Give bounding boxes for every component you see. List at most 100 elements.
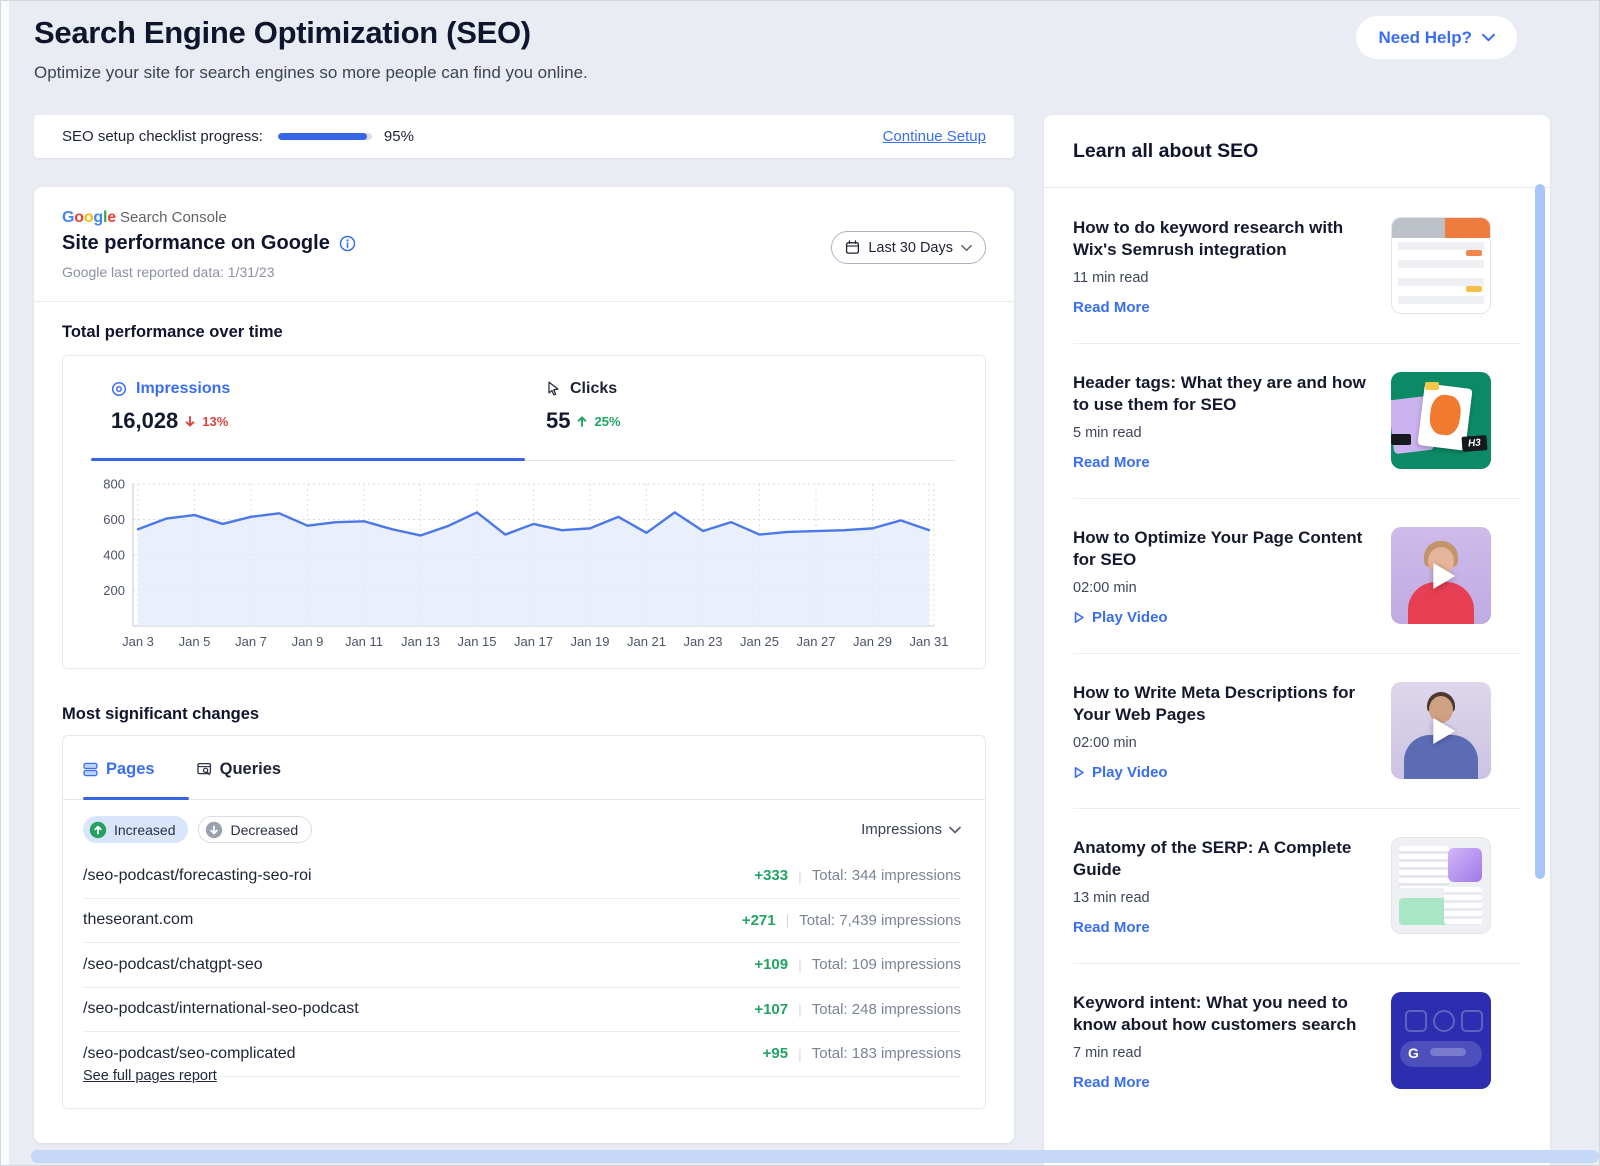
article-title: How to Optimize Your Page Content for SE… — [1073, 528, 1363, 570]
page-subtitle: Optimize your site for search engines so… — [34, 63, 588, 82]
thumbnail-shape — [1461, 1010, 1483, 1032]
metric-sort-dropdown[interactable]: Impressions — [861, 821, 961, 838]
thumbnail-shape — [1405, 1010, 1427, 1032]
article-action-link[interactable]: Play Video — [1073, 609, 1550, 626]
divider: | — [785, 912, 790, 929]
article-thumbnail[interactable]: H3 — [1391, 372, 1491, 469]
window-edge — [1, 1, 9, 1165]
svg-text:Jan 5: Jan 5 — [179, 634, 211, 649]
decrease-icon — [206, 821, 223, 838]
chevron-down-icon — [961, 244, 972, 251]
svg-text:Jan 29: Jan 29 — [853, 634, 892, 649]
svg-text:Jan 27: Jan 27 — [796, 634, 835, 649]
svg-text:Jan 13: Jan 13 — [401, 634, 440, 649]
play-icon — [1074, 612, 1084, 624]
impressions-icon — [111, 381, 127, 397]
svg-text:600: 600 — [103, 512, 125, 527]
table-row[interactable]: /seo-podcast/chatgpt-seo +109 | Total: 1… — [83, 943, 961, 988]
filter-increased[interactable]: Increased — [83, 816, 189, 843]
significant-changes-panel: Pages Queries Increased Decreased — [62, 735, 986, 1109]
date-range-label: Last 30 Days — [868, 239, 953, 256]
article-action-link[interactable]: Read More — [1073, 299, 1150, 317]
need-help-button[interactable]: Need Help? — [1356, 16, 1517, 59]
sidebar-scrollbar-thumb[interactable] — [1535, 184, 1545, 879]
article-thumbnail[interactable] — [1391, 527, 1491, 624]
article-thumbnail[interactable] — [1391, 682, 1491, 779]
svg-text:Jan 15: Jan 15 — [457, 634, 496, 649]
thumbnail-shape — [1399, 898, 1449, 925]
article-title: How to Write Meta Descriptions for Your … — [1073, 683, 1356, 725]
article-thumbnail[interactable]: G — [1391, 992, 1491, 1089]
article-read-time: 11 min read — [1073, 270, 1149, 287]
article-action-link[interactable]: Play Video — [1073, 764, 1550, 781]
total-impressions: Total: 109 impressions — [811, 956, 961, 974]
checklist-label: SEO setup checklist progress: — [62, 128, 263, 145]
clicks-change: 25% — [594, 413, 621, 429]
article-read-time: 02:00 min — [1073, 735, 1137, 752]
page-url: /seo-podcast/seo-complicated — [83, 1044, 296, 1062]
tab-pages[interactable]: Pages — [83, 760, 155, 779]
metric-tab-underline — [91, 458, 955, 461]
tab-clicks[interactable]: Clicks 55 25% — [498, 380, 933, 434]
thumbnail-shape — [1430, 1048, 1466, 1056]
table-row[interactable]: /seo-podcast/seo-complicated +95 | Total… — [83, 1032, 961, 1077]
svg-text:200: 200 — [103, 583, 125, 598]
table-row[interactable]: /seo-podcast/forecasting-seo-roi +333 | … — [83, 854, 961, 899]
total-impressions: Total: 183 impressions — [811, 1045, 961, 1063]
learn-article-card: Keyword intent: What you need to know ab… — [1044, 963, 1550, 1118]
tab-queries[interactable]: Queries — [196, 760, 281, 779]
svg-text:Jan 31: Jan 31 — [909, 634, 948, 649]
date-range-dropdown[interactable]: Last 30 Days — [831, 231, 986, 264]
article-title: Keyword intent: What you need to know ab… — [1073, 993, 1357, 1035]
checklist-progress-percent: 95% — [383, 128, 414, 145]
calendar-icon — [846, 240, 860, 254]
seo-checklist-bar: SEO setup checklist progress: 95% Contin… — [34, 115, 1014, 158]
google-wordmark: Google — [62, 209, 116, 226]
play-icon — [1433, 562, 1456, 589]
changes-table: /seo-podcast/forecasting-seo-roi +333 | … — [83, 854, 961, 1077]
svg-text:Jan 21: Jan 21 — [627, 634, 666, 649]
article-action-link[interactable]: Read More — [1073, 454, 1150, 472]
table-row[interactable]: /seo-podcast/international-seo-podcast +… — [83, 988, 961, 1032]
metric-tabs: Impressions 16,028 13% Clicks 55 — [63, 356, 985, 434]
increase-icon — [89, 821, 107, 838]
table-row[interactable]: theseorant.com +271 | Total: 7,439 impre… — [83, 899, 961, 943]
article-thumbnail[interactable] — [1391, 217, 1491, 314]
see-full-pages-report-link[interactable]: See full pages report — [83, 1068, 217, 1084]
thumbnail-shape — [1448, 848, 1482, 882]
total-impressions: Total: 248 impressions — [811, 1000, 961, 1018]
svg-text:Jan 19: Jan 19 — [570, 634, 609, 649]
total-impressions: Total: 7,439 impressions — [799, 911, 961, 929]
filter-decreased[interactable]: Decreased — [198, 816, 313, 843]
article-action-link[interactable]: Read More — [1073, 919, 1150, 937]
article-thumbnail[interactable] — [1391, 837, 1491, 934]
article-read-time: 5 min read — [1073, 425, 1142, 442]
performance-chart-panel: Impressions 16,028 13% Clicks 55 — [62, 355, 986, 669]
thumbnail-shape — [1408, 582, 1474, 624]
divider — [1044, 187, 1550, 188]
google-search-console-logo: Google Search Console — [62, 209, 227, 227]
info-icon[interactable] — [339, 235, 356, 252]
thumbnail-shape — [1392, 218, 1490, 238]
continue-setup-link[interactable]: Continue Setup — [882, 128, 986, 145]
article-read-time: 7 min read — [1073, 1045, 1142, 1062]
article-read-time: 13 min read — [1073, 890, 1150, 907]
total-impressions: Total: 344 impressions — [811, 867, 961, 885]
tab-impressions[interactable]: Impressions 16,028 13% — [63, 380, 498, 434]
arrow-down-icon — [186, 415, 195, 427]
learn-article-card: How to Write Meta Descriptions for Your … — [1044, 653, 1550, 808]
queries-icon — [196, 762, 211, 776]
page-url: /seo-podcast/forecasting-seo-roi — [83, 866, 312, 884]
learn-sidebar: Learn all about SEO How to do keyword re… — [1044, 115, 1550, 1165]
change-value: +333 — [754, 867, 789, 885]
horizontal-scrollbar-thumb[interactable] — [31, 1150, 1599, 1163]
svg-text:Jan 23: Jan 23 — [683, 634, 722, 649]
article-action-link[interactable]: Read More — [1073, 1074, 1150, 1092]
svg-text:Jan 3: Jan 3 — [122, 634, 154, 649]
play-icon — [1433, 717, 1456, 744]
thumbnail-badge: H3 — [1461, 435, 1488, 452]
learn-article-list: How to do keyword research with Wix's Se… — [1044, 188, 1550, 1165]
change-value: +107 — [754, 1000, 789, 1018]
search-bar-shape: G — [1400, 1041, 1482, 1067]
divider: | — [798, 1001, 802, 1018]
